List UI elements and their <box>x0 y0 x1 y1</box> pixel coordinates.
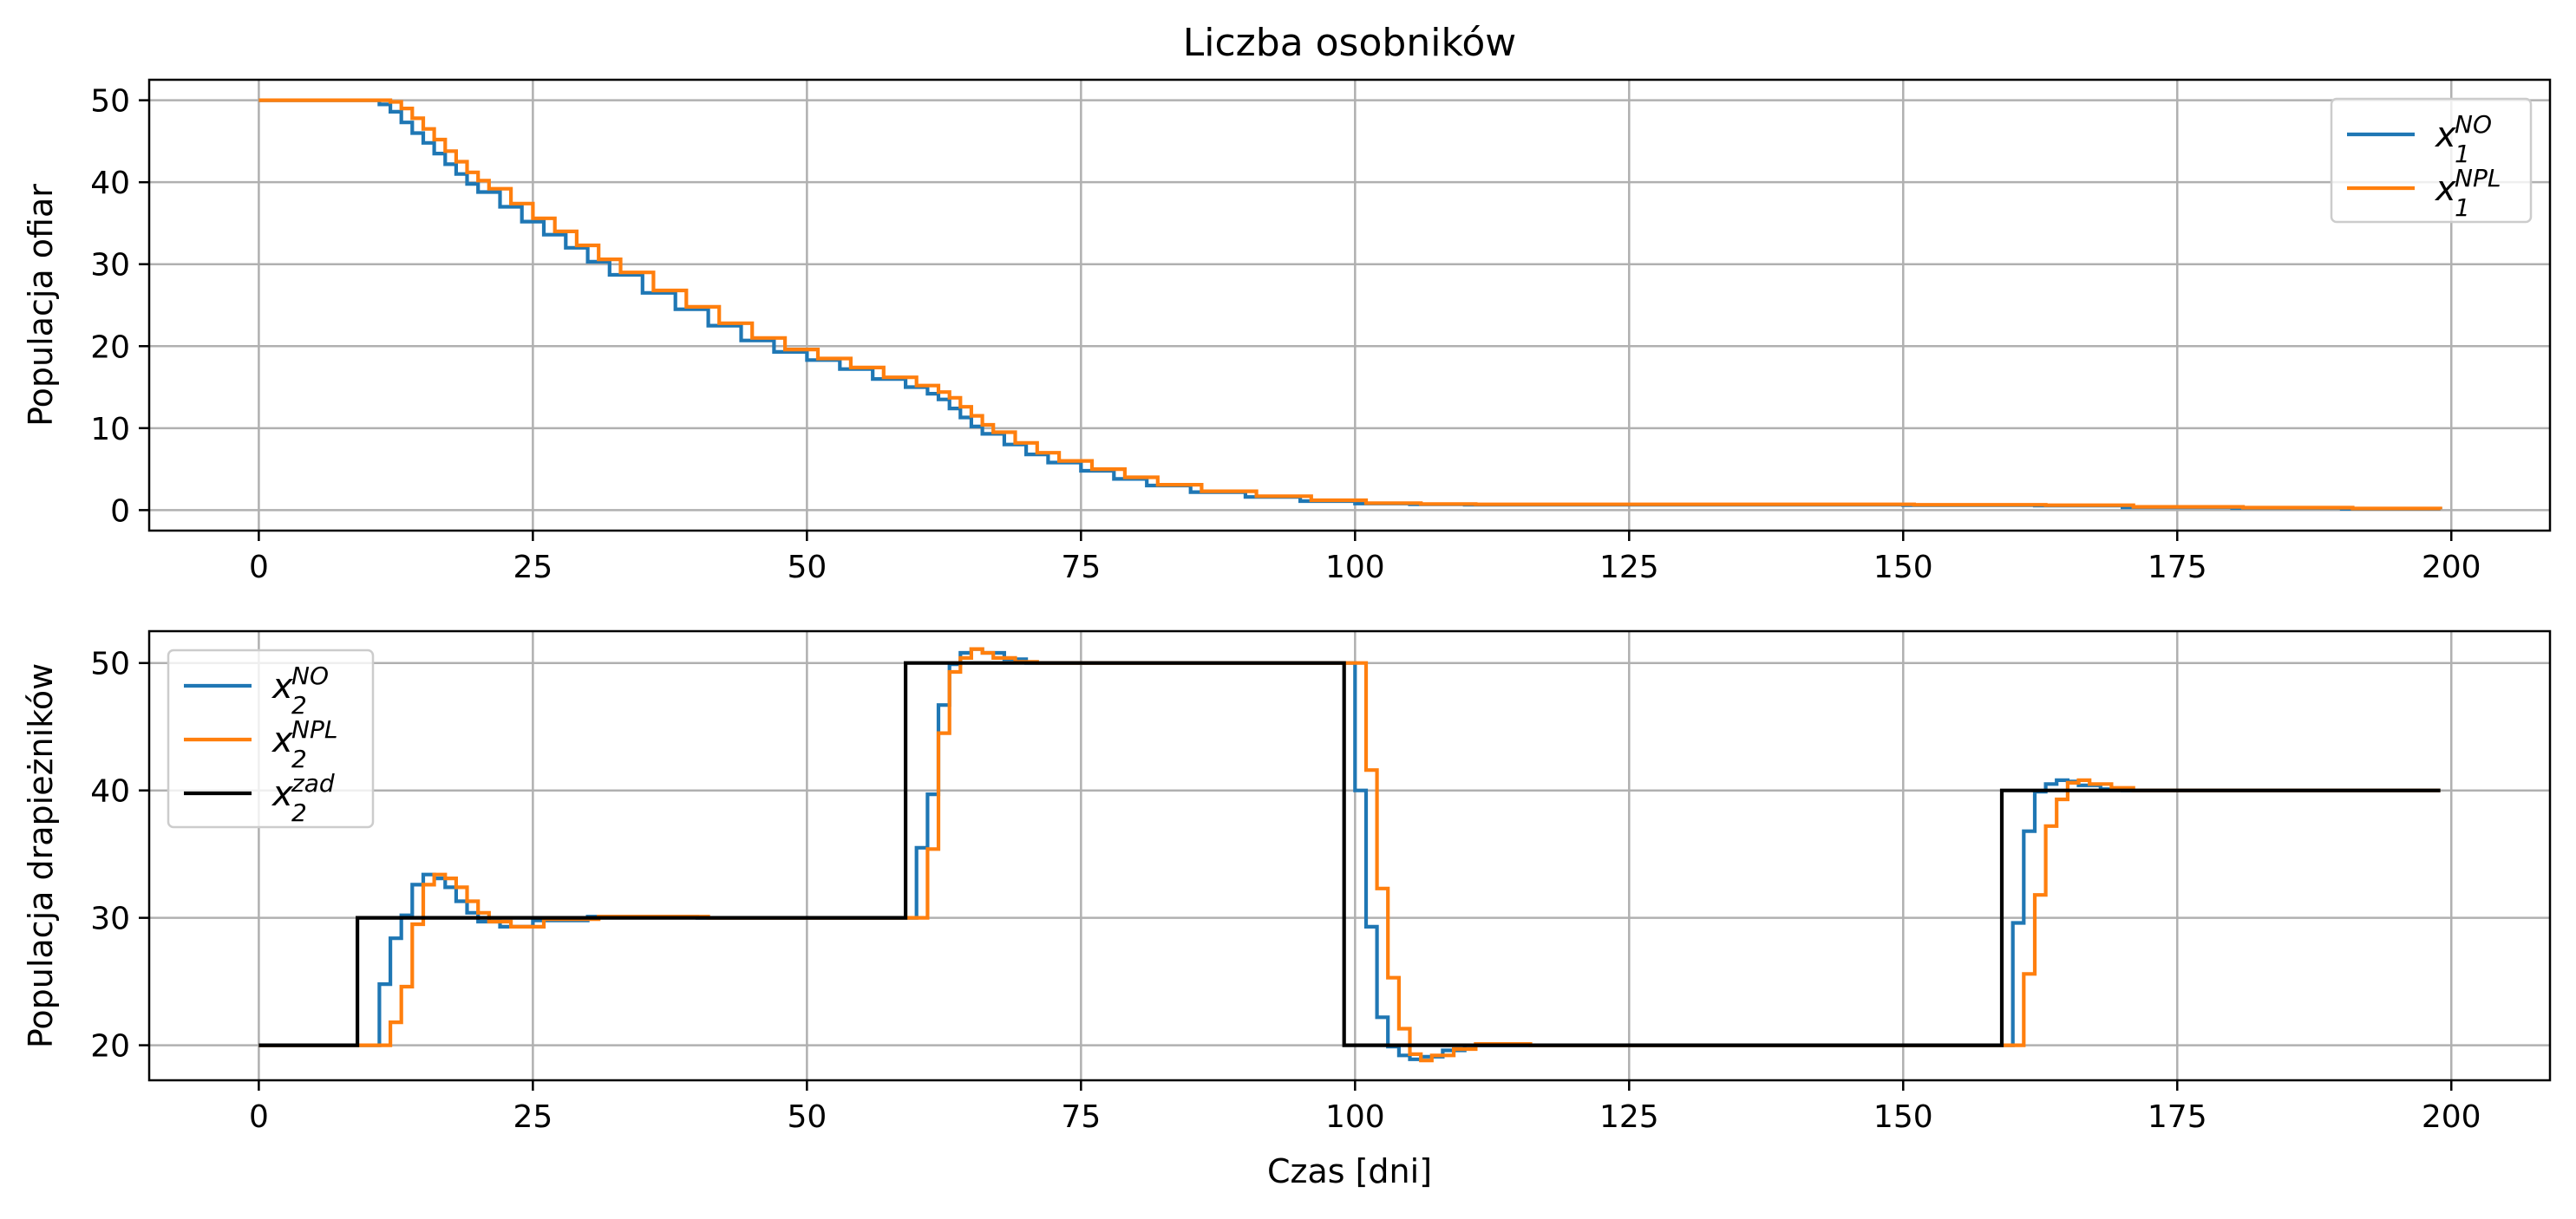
series-line-2 <box>258 661 2441 1047</box>
prey-population-axes: 0 25 50 75 100 125 150 175 200 0 10 20 30 40 50 Populac… <box>22 78 2552 585</box>
y-tick-label: 20 <box>90 329 130 365</box>
x-tick-label: 50 <box>787 1099 827 1135</box>
series-line-1 <box>258 98 2442 511</box>
y-tick-label: 50 <box>90 84 130 120</box>
legend-label: xNPL 1 <box>2434 164 2501 222</box>
x-axis-label: Czas [dni] <box>1267 1152 1432 1190</box>
legend-label: xzad 2 <box>271 769 335 827</box>
x-tick-label: 150 <box>1873 550 1933 585</box>
x-tick-label: 125 <box>1599 1099 1659 1135</box>
x-tick-label: 125 <box>1599 550 1659 585</box>
x-tick-label: 175 <box>2148 1099 2207 1135</box>
x-tick-label: 150 <box>1873 1099 1933 1135</box>
legend-box <box>2330 97 2533 224</box>
x-tick-label: 200 <box>2422 1099 2481 1135</box>
x-tick-label: 75 <box>1061 550 1101 585</box>
axes-frame <box>147 78 2552 532</box>
x-tick-label: 100 <box>1325 1099 1385 1135</box>
axes-frame <box>147 629 2552 1082</box>
figure-title: Liczba osobników <box>1183 21 1517 65</box>
y-tick-label: 40 <box>90 166 130 201</box>
x-tick-label: 50 <box>787 550 827 585</box>
y-tick-label: 0 <box>110 493 130 529</box>
x-tick-label: 75 <box>1061 1099 1101 1135</box>
y-tick-label: 50 <box>90 647 130 682</box>
x-tick-label: 0 <box>249 1099 269 1135</box>
y-tick-label: 40 <box>90 774 130 810</box>
x-tick-label: 25 <box>513 1099 552 1135</box>
y-tick-label: 30 <box>90 902 130 937</box>
legend-label: xNO 2 <box>271 662 329 720</box>
series-line-0 <box>258 98 2442 511</box>
x-tick-label: 100 <box>1325 550 1385 585</box>
y-tick-label: 20 <box>90 1029 130 1065</box>
legend-label: xNO 1 <box>2434 110 2492 168</box>
legend-label: xNPL 2 <box>271 715 337 773</box>
x-tick-label: 175 <box>2148 550 2207 585</box>
y-axis-label: Populacja drapieżników <box>22 663 60 1048</box>
y-tick-label: 10 <box>90 412 130 447</box>
x-tick-label: 0 <box>249 550 269 585</box>
legend-box <box>167 649 375 829</box>
y-tick-label: 30 <box>90 248 130 284</box>
series-line-0 <box>258 647 2441 1061</box>
series-line-1 <box>258 647 2441 1063</box>
x-tick-label: 200 <box>2422 550 2481 585</box>
x-tick-label: 25 <box>513 550 552 585</box>
predator-population-axes: 0 25 50 75 100 125 150 175 200 20 30 40 50 Populacja … <box>22 629 2552 1190</box>
y-axis-label: Populacja ofiar <box>22 184 60 427</box>
